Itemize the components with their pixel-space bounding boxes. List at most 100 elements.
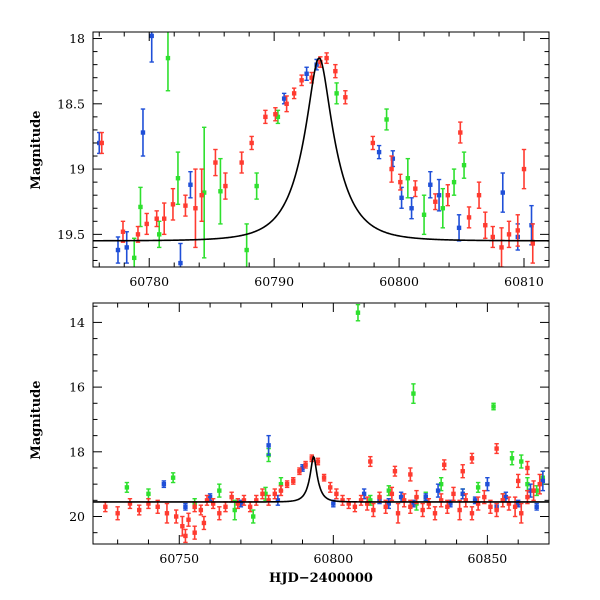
data-point-blue	[304, 66, 309, 82]
data-point-red	[164, 502, 170, 524]
data-point-blue	[178, 242, 183, 267]
data-point-red	[249, 135, 254, 151]
data-point-red	[127, 498, 133, 510]
data-point-red	[392, 465, 398, 477]
data-point-red	[146, 498, 151, 510]
data-point-red	[223, 172, 228, 200]
data-point-red	[120, 220, 126, 243]
data-point-green	[421, 194, 427, 236]
data-point-red	[438, 493, 444, 508]
data-point-blue	[428, 170, 433, 199]
data-point-green	[138, 186, 143, 228]
bottom-x-tick-label: 60750	[159, 551, 199, 566]
data-point-red	[457, 499, 462, 521]
top-y-tick-label: 19.5	[57, 227, 85, 242]
bottom-axis-ticks	[93, 303, 550, 544]
data-point-red	[333, 63, 338, 79]
data-point-red	[324, 52, 329, 65]
bottom-y-tick-label: 20	[69, 509, 85, 524]
data-point-red	[343, 90, 348, 105]
data-point-red	[260, 488, 265, 500]
data-point-red	[170, 187, 176, 221]
data-point-red	[483, 211, 488, 239]
bottom-y-tick-labels: 14 16 18 20	[69, 315, 85, 524]
data-point-red	[371, 502, 376, 518]
data-point-red	[469, 452, 475, 464]
data-point-blue	[124, 231, 129, 264]
data-point-red	[426, 498, 432, 510]
data-point-red	[235, 498, 241, 510]
top-data-marks	[93, 32, 549, 267]
data-point-green	[124, 481, 130, 493]
data-point-red	[315, 457, 321, 466]
data-point-green	[475, 481, 481, 493]
data-point-red	[199, 168, 204, 223]
bottom-plot-frame	[92, 302, 550, 545]
top-x-tick-labels: 60780 60790 60800 60810	[129, 274, 544, 289]
data-point-red	[445, 184, 451, 207]
data-point-red	[144, 212, 149, 236]
data-point-red	[254, 494, 259, 506]
data-point-red	[198, 504, 204, 516]
data-point-blue	[140, 108, 146, 157]
top-x-tick-label: 60800	[379, 274, 419, 289]
model-curve	[93, 455, 549, 503]
data-point-green	[451, 168, 457, 196]
data-point-blue	[460, 488, 465, 500]
data-point-red	[193, 168, 198, 249]
data-point-red	[466, 206, 472, 229]
data-point-red	[530, 223, 535, 264]
data-point-green	[519, 454, 524, 469]
data-point-green	[254, 172, 259, 200]
data-point-red	[490, 225, 495, 249]
data-point-red	[284, 95, 289, 113]
data-point-red	[217, 506, 222, 521]
data-point-red	[537, 473, 542, 495]
data-point-red	[476, 181, 482, 209]
data-point-blue	[436, 178, 442, 212]
data-point-red	[531, 480, 536, 502]
model-curve	[93, 57, 549, 242]
bottom-x-tick-label: 60800	[313, 551, 353, 566]
data-point-red	[162, 202, 167, 236]
data-point-green	[175, 151, 181, 206]
data-point-red	[500, 493, 505, 508]
data-point-green	[244, 223, 249, 267]
data-point-red	[137, 504, 142, 516]
data-point-red	[358, 494, 364, 506]
data-point-red	[334, 488, 339, 500]
data-point-red	[210, 498, 216, 510]
data-point-red	[521, 148, 527, 190]
data-point-red	[201, 515, 207, 531]
bottom-x-axis-title: HJD−2400000	[269, 571, 373, 586]
data-point-red	[263, 109, 268, 125]
data-point-red	[475, 496, 481, 511]
data-point-green	[491, 402, 496, 411]
data-point-red	[154, 210, 159, 228]
data-point-red	[352, 501, 358, 513]
data-point-green	[157, 220, 162, 249]
bottom-y-axis-title: Magnitude	[29, 380, 44, 459]
data-point-red	[519, 502, 524, 524]
data-point-red	[525, 460, 530, 476]
data-point-red	[278, 485, 284, 497]
data-point-red	[239, 151, 244, 174]
data-point-green	[440, 187, 446, 229]
data-point-red	[499, 227, 504, 267]
data-point-red	[340, 494, 345, 506]
data-point-blue	[435, 483, 441, 498]
data-point-red	[389, 486, 395, 502]
data-point-red	[272, 488, 277, 500]
top-plot-frame	[92, 31, 550, 268]
data-point-red	[204, 494, 210, 506]
top-axis-ticks	[93, 32, 550, 267]
data-point-red	[451, 486, 456, 502]
data-point-green	[368, 494, 373, 506]
data-point-red	[506, 496, 512, 511]
data-point-blue	[534, 502, 539, 511]
data-point-red	[458, 121, 463, 144]
data-point-red	[321, 473, 327, 482]
data-point-red	[223, 501, 228, 513]
data-point-blue	[266, 434, 271, 456]
data-point-blue	[161, 480, 167, 489]
